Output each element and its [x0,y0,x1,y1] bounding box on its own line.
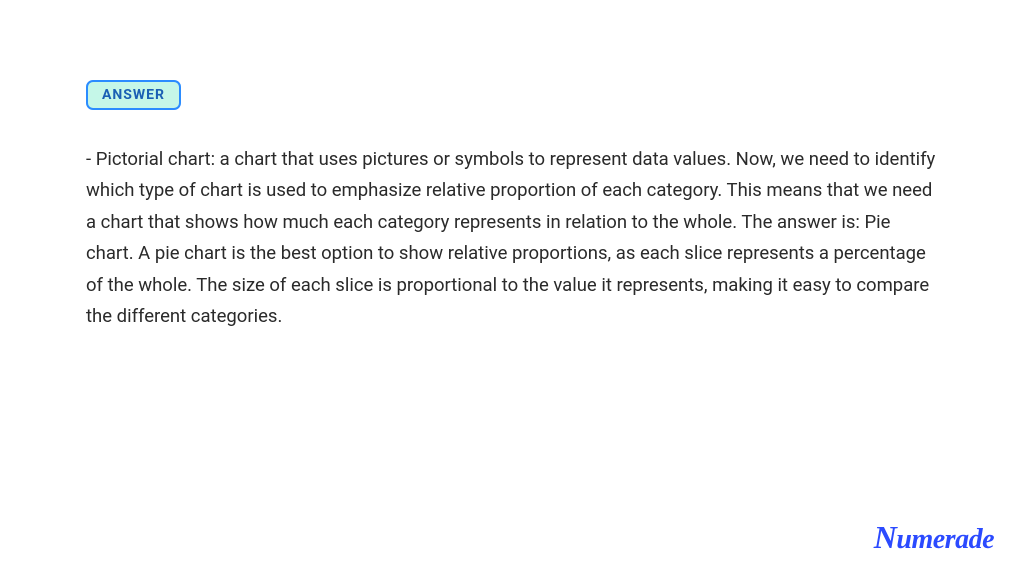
answer-body-text: - Pictorial chart: a chart that uses pic… [86,144,938,333]
brand-rest: umerade [896,524,994,555]
answer-badge: ANSWER [86,80,181,110]
brand-logo: Numerade [874,519,994,556]
brand-first-letter: N [874,519,897,555]
content-container: ANSWER - Pictorial chart: a chart that u… [0,0,1024,333]
